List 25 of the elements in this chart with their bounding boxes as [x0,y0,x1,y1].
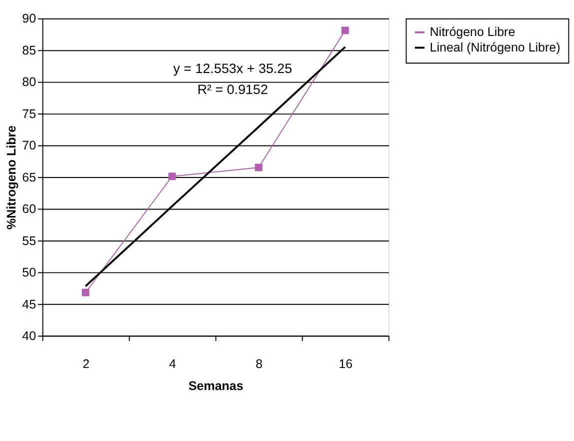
x-axis-title: Semanas [188,378,244,393]
x-tick-label: 8 [256,356,263,371]
y-tick-label: 55 [22,234,36,248]
y-tick-label: 70 [22,138,36,153]
point [82,288,90,296]
x-tick-label: 4 [169,356,176,371]
legend-label: Nitrógeno Libre [430,25,516,40]
x-tick-label: 16 [338,356,353,371]
annotation: R² = 0.9152 [197,82,268,98]
y-tick-label: 60 [22,202,36,216]
annotation: y = 12.553x + 35.25 [173,60,292,76]
legend-label: Lineal (Nitrógeno Libre) [430,40,560,55]
y-tick-label: 65 [22,170,36,184]
y-tick-label: 40 [22,328,36,343]
y-axis-title: %Nitrogeno Libre [4,125,18,230]
y-tick-label: 50 [22,266,36,280]
y-tick-label: 80 [22,75,36,90]
y-tick-label: 85 [22,43,36,58]
x-tick-label: 2 [82,356,90,371]
y-tick-label: 75 [22,106,36,121]
y-tick-label: 90 [22,12,36,26]
point [341,26,349,34]
point [254,164,262,172]
y-tick-label: 45 [22,297,36,312]
point [168,172,176,180]
